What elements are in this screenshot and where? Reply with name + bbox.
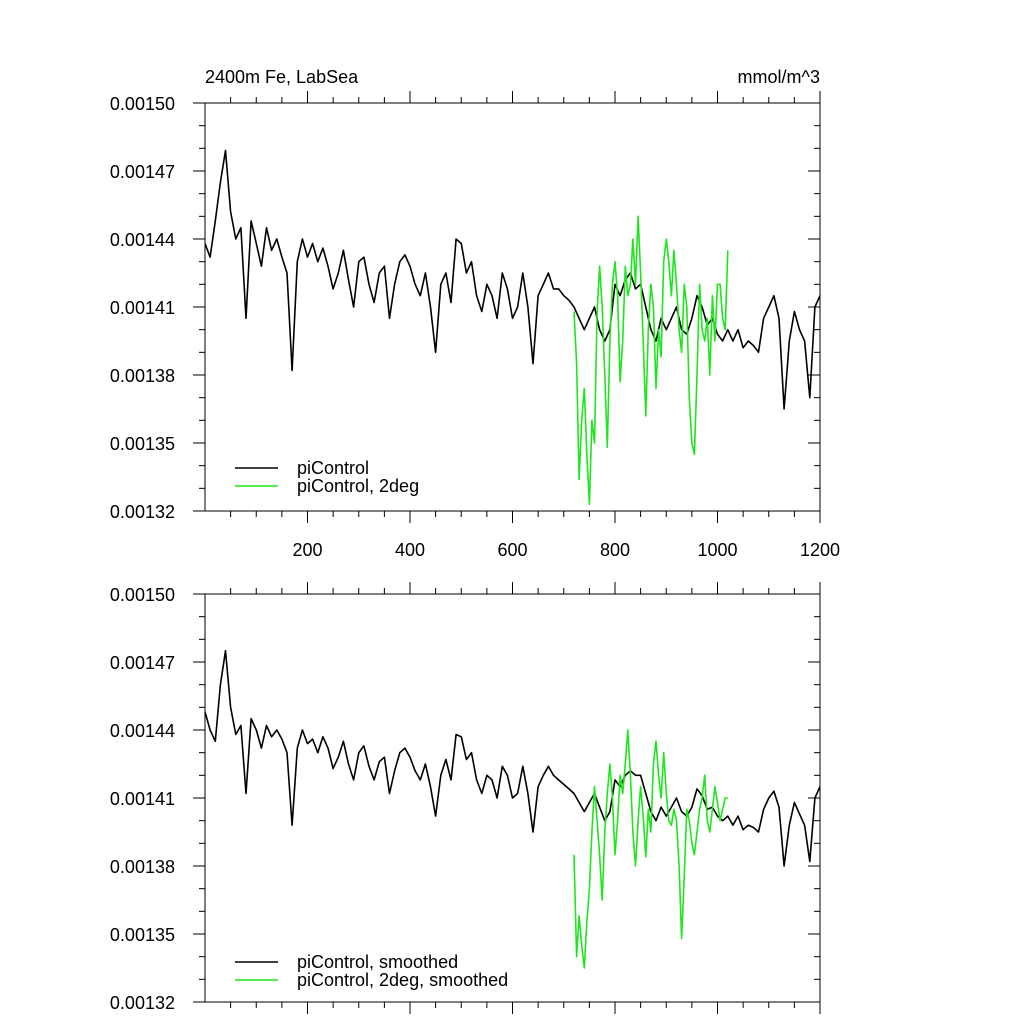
y-tick-label: 0.00144 <box>110 721 175 741</box>
plot-frame <box>204 102 821 512</box>
y-tick-label: 0.00132 <box>110 993 175 1013</box>
x-tick-label: 400 <box>395 540 425 560</box>
y-tick-label: 0.00138 <box>110 366 175 386</box>
series-line-two-deg <box>573 215 729 506</box>
y-tick-label: 0.00150 <box>110 94 175 114</box>
legend-label: piControl, 2deg, smoothed <box>297 970 508 990</box>
x-tick-label: 1200 <box>800 540 840 560</box>
y-tick-label: 0.00147 <box>110 653 175 673</box>
x-tick-label: 1000 <box>697 540 737 560</box>
y-tick-label: 0.00150 <box>110 585 175 605</box>
y-tick-label: 0.00132 <box>110 502 175 522</box>
series-line-control <box>205 649 820 867</box>
series-line-control <box>205 149 820 410</box>
legend-label: piControl, smoothed <box>297 952 458 972</box>
x-tick-label: 800 <box>600 540 630 560</box>
chart-title: 2400m Fe, LabSea <box>205 67 359 87</box>
series-line-two-deg <box>573 729 728 969</box>
x-tick-label: 600 <box>497 540 527 560</box>
y-tick-label: 0.00135 <box>110 434 175 454</box>
legend-label: piControl <box>297 458 369 478</box>
top-panel: 0.00150 0.00147 0.00144 0.00141 0.00138 0.001… <box>110 91 840 560</box>
y-tick-label: 0.00147 <box>110 162 175 182</box>
y-tick-label: 0.00141 <box>110 789 175 809</box>
bottom-panel: 0.00150 0.00147 0.00144 0.00141 0.00138 0.001… <box>110 582 821 1014</box>
y-tick-label: 0.00138 <box>110 857 175 877</box>
y-tick-label: 0.00144 <box>110 230 175 250</box>
y-tick-label: 0.00141 <box>110 298 175 318</box>
units-label: mmol/m^3 <box>738 67 820 87</box>
legend-label: piControl, 2deg <box>297 476 419 496</box>
x-tick-label: 200 <box>292 540 322 560</box>
y-tick-label: 0.00135 <box>110 925 175 945</box>
